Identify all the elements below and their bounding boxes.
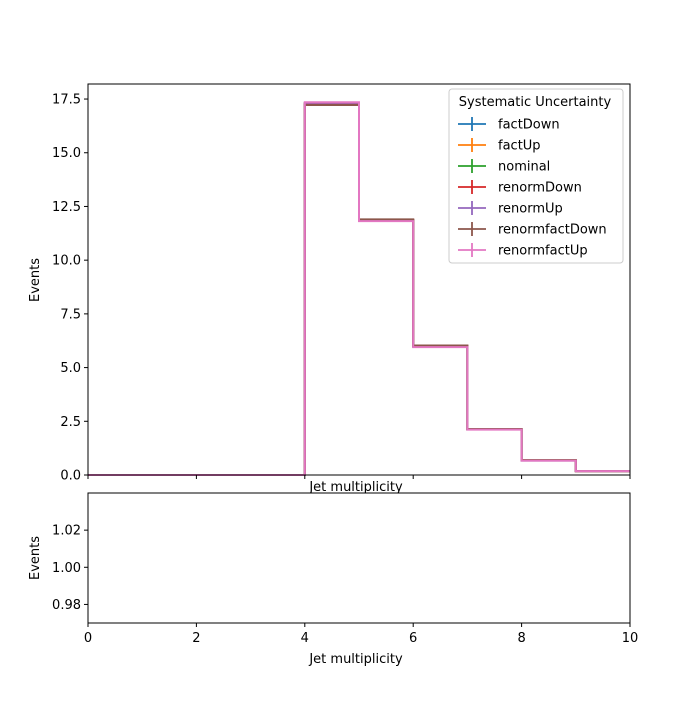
- ratio-plot-area: [88, 493, 630, 623]
- ratio-x-axis-label: Jet multiplicity: [308, 652, 403, 667]
- ratio-x-ticks: 0 2 4 6 8 10: [84, 623, 638, 646]
- main-y-tick-label: 12.5: [52, 200, 81, 215]
- ratio-y-axis-label: Events: [28, 536, 43, 580]
- main-y-tick-label: 7.5: [60, 307, 81, 322]
- ratio-plot-frame: [87, 492, 631, 624]
- main-y-axis-label: Events: [28, 258, 43, 302]
- legend-label: renormfactDown: [498, 223, 607, 238]
- main-plot-frame: [87, 83, 631, 476]
- legend-title: Systematic Uncertainty: [459, 95, 612, 110]
- legend-entry-renormUp: renormUp: [458, 201, 563, 217]
- main-panel: 0.0 2.5 5.0 7.5 10.0 12.5 15.0 17.5 Jet multipl…: [28, 83, 631, 495]
- legend-label: renormfactUp: [498, 244, 588, 259]
- ratio-y-tick-label: 1.00: [52, 561, 81, 576]
- ratio-x-tick-label: 6: [409, 631, 417, 646]
- ratio-x-tick-label: 4: [301, 631, 309, 646]
- legend-frame: [448, 88, 624, 264]
- ratio-panel: 0.98 1.00 1.02 0 2 4 6 8 10 Jet multiplicity Ev…: [28, 492, 638, 667]
- ratio-x-tick-label: 2: [192, 631, 200, 646]
- main-y-tick-label: 2.5: [60, 415, 81, 430]
- main-x-axis-label: Jet multiplicity: [308, 480, 403, 495]
- main-x-ticks: [87, 475, 631, 479]
- legend-entry-renormfactDown: renormfactDown: [458, 222, 607, 238]
- main-y-tick-label: 0.0: [60, 469, 81, 484]
- ratio-y-tick-label: 0.98: [52, 598, 81, 613]
- legend-entry-factUp: factUp: [458, 138, 541, 154]
- legend-entries: factDown factUp nominal renormDown renormUp r…: [458, 117, 607, 259]
- ratio-y-ticks: 0.98 1.00 1.02: [52, 524, 88, 613]
- legend-entry-renormDown: renormDown: [458, 180, 582, 196]
- legend-entry-factDown: factDown: [458, 117, 560, 133]
- ratio-x-tick-label: 8: [517, 631, 525, 646]
- ratio-x-tick-label: 0: [84, 631, 92, 646]
- legend-label: factDown: [498, 118, 560, 133]
- ratio-x-tick-label: 10: [622, 631, 639, 646]
- main-y-ticks: 0.0 2.5 5.0 7.5 10.0 12.5 15.0 17.5: [52, 93, 88, 484]
- legend-entry-renormfactUp: renormfactUp: [458, 243, 588, 259]
- ratio-y-tick-label: 1.02: [52, 524, 81, 539]
- main-y-tick-label: 15.0: [52, 146, 81, 161]
- legend-label: nominal: [498, 160, 550, 175]
- legend-label: renormUp: [498, 202, 563, 217]
- legend-label: renormDown: [498, 181, 582, 196]
- legend-label: factUp: [498, 139, 541, 154]
- main-y-tick-label: 17.5: [52, 93, 81, 108]
- main-y-tick-label: 5.0: [60, 361, 81, 376]
- main-y-tick-label: 10.0: [52, 254, 81, 269]
- legend: Systematic Uncertainty factDown factUp nom…: [448, 88, 624, 264]
- legend-entry-nominal: nominal: [458, 159, 550, 175]
